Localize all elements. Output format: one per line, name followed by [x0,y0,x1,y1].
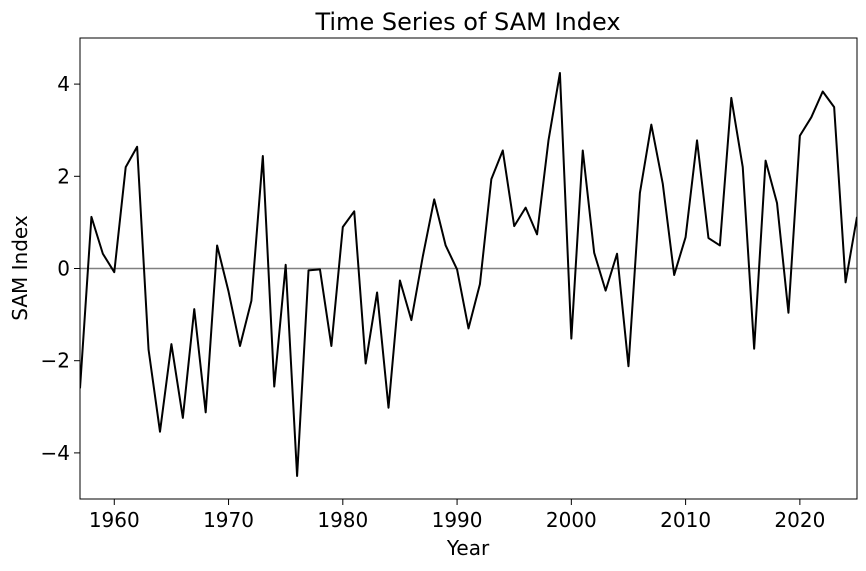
y-axis: −4 −2 0 2 4 [41,72,80,465]
x-tick-label: 1960 [89,508,140,532]
x-tick-label: 2010 [660,508,711,532]
x-tick-label: 2000 [546,508,597,532]
x-tick-label: 1990 [432,508,483,532]
y-axis-label: SAM Index [8,215,32,321]
x-tick-label: 1980 [317,508,368,532]
x-tick-label: 2020 [774,508,825,532]
y-tick-label: 4 [57,72,70,96]
y-tick-label: 2 [57,164,70,188]
plot-content [80,72,857,477]
x-tick-label: 1970 [203,508,254,532]
sam-index-series-line [80,72,857,477]
x-axis: 1960 1970 1980 1990 2000 2010 2020 [89,499,825,532]
x-axis-label: Year [446,536,490,560]
chart-title: Time Series of SAM Index [314,8,620,36]
y-tick-label: −4 [41,441,70,465]
y-tick-label: −2 [41,349,70,373]
y-tick-label: 0 [57,257,70,281]
